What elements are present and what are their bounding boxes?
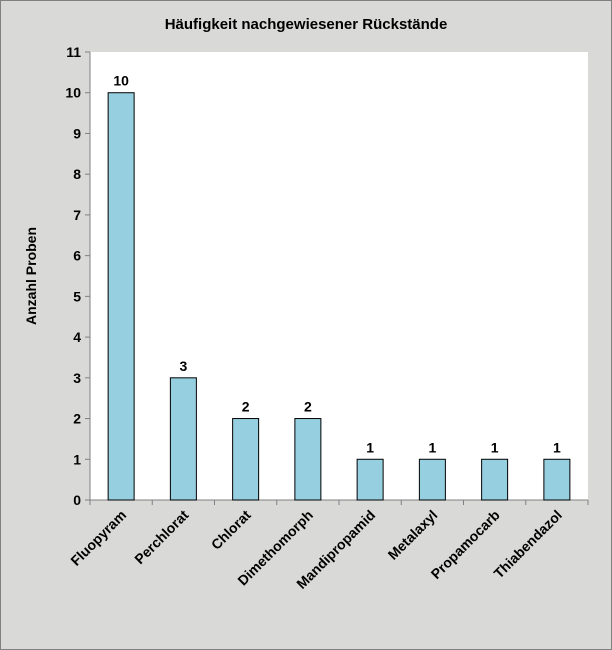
bar-propamocarb bbox=[481, 458, 509, 501]
data-label: 3 bbox=[179, 358, 187, 374]
x-tick-label: Chlorat bbox=[208, 507, 254, 553]
data-label: 1 bbox=[428, 439, 436, 455]
y-tick-label: 5 bbox=[73, 288, 81, 304]
y-tick-label: 3 bbox=[73, 370, 81, 386]
x-tick-label: Perchlorat bbox=[131, 507, 192, 568]
y-tick-label: 9 bbox=[73, 125, 81, 141]
bar-thiabendazol bbox=[543, 458, 571, 501]
y-axis-label: Anzahl Proben bbox=[23, 227, 39, 325]
data-label: 1 bbox=[491, 439, 499, 455]
bar-fluopyram bbox=[107, 92, 135, 501]
y-tick-label: 4 bbox=[73, 329, 81, 345]
data-label: 10 bbox=[113, 73, 129, 89]
data-label: 1 bbox=[553, 439, 561, 455]
bar-mandipropamid bbox=[356, 458, 384, 501]
x-tick-label: Fluopyram bbox=[67, 507, 129, 569]
y-tick-label: 1 bbox=[73, 451, 81, 467]
x-tick-label: Metalaxyl bbox=[385, 507, 441, 563]
data-label: 2 bbox=[242, 399, 250, 415]
y-tick-label: 8 bbox=[73, 166, 81, 182]
data-label: 1 bbox=[366, 439, 374, 455]
bar-perchlorat bbox=[169, 377, 197, 501]
bar-dimethomorph bbox=[294, 418, 322, 501]
bar-chlorat bbox=[232, 418, 260, 501]
y-tick-label: 11 bbox=[66, 44, 81, 60]
y-tick-label: 10 bbox=[65, 85, 81, 101]
y-tick-label: 2 bbox=[73, 411, 81, 427]
plot-area bbox=[90, 52, 588, 500]
y-tick-label: 6 bbox=[73, 248, 81, 264]
chart-title: Häufigkeit nachgewiesener Rückstände bbox=[164, 16, 448, 33]
y-tick-label: 7 bbox=[73, 207, 81, 223]
data-label: 2 bbox=[304, 399, 312, 415]
bar-metalaxyl bbox=[418, 458, 446, 501]
y-tick-label: 0 bbox=[73, 492, 81, 508]
